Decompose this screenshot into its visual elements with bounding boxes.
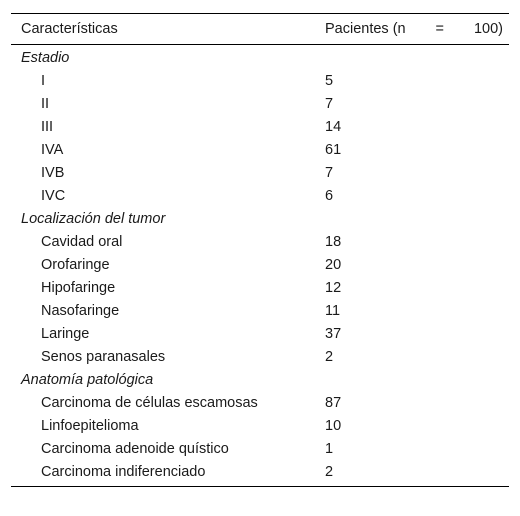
row-value: 20 — [325, 256, 342, 273]
table-row: Cavidad oral 18 — [11, 230, 509, 253]
table-header: Características Pacientes (n = 100) — [11, 14, 509, 44]
row-value: 11 — [325, 302, 341, 319]
section-header-row: Estadio — [11, 46, 509, 69]
row-label: IVA — [41, 141, 64, 158]
row-value: 12 — [325, 279, 342, 296]
row-label: IVB — [41, 164, 65, 181]
table-row: II 7 — [11, 92, 509, 115]
row-label: Carcinoma de células escamosas — [41, 394, 258, 411]
row-value: 5 — [325, 72, 334, 89]
row-label: Cavidad oral — [41, 233, 123, 250]
row-label: Nasofaringe — [41, 302, 120, 319]
row-label: I — [41, 72, 46, 89]
section-header-row: Anatomía patológica — [11, 368, 509, 391]
row-label: Hipofaringe — [41, 279, 116, 296]
row-label: III — [41, 118, 54, 135]
table-row: Hipofaringe 12 — [11, 276, 509, 299]
table-row: Carcinoma indiferenciado 2 — [11, 460, 509, 483]
row-value: 2 — [325, 463, 334, 480]
table-row: IVA 61 — [11, 138, 509, 161]
row-label: Carcinoma indiferenciado — [41, 463, 206, 480]
section-title: Estadio — [21, 49, 70, 66]
header-characteristics: Características — [21, 21, 118, 37]
header-patients-count: 100) — [473, 21, 503, 37]
table-row: III 14 — [11, 115, 509, 138]
header-patients: Pacientes (n = 100) — [314, 21, 509, 37]
header-patients-eq: = — [435, 21, 445, 37]
row-label: Orofaringe — [41, 256, 110, 273]
header-rule — [11, 44, 509, 45]
row-value: 1 — [325, 440, 334, 457]
patient-characteristics-table: Características Pacientes (n = 100) Esta… — [11, 13, 509, 487]
row-label: Senos paranasales — [41, 348, 166, 365]
table-row: Senos paranasales 2 — [11, 345, 509, 368]
table-row: Laringe 37 — [11, 322, 509, 345]
row-value: 87 — [325, 394, 342, 411]
section-title: Localización del tumor — [21, 210, 166, 227]
bottom-rule — [11, 486, 509, 487]
row-value: 6 — [325, 187, 334, 204]
row-value: 10 — [325, 417, 342, 434]
table-row: Nasofaringe 11 — [11, 299, 509, 322]
row-value: 7 — [325, 164, 334, 181]
header-patients-prefix: Pacientes (n — [325, 21, 406, 37]
row-value: 14 — [325, 118, 342, 135]
row-label: IVC — [41, 187, 66, 204]
row-value: 61 — [325, 141, 342, 158]
table-row: Carcinoma de células escamosas 87 — [11, 391, 509, 414]
row-value: 18 — [325, 233, 342, 250]
section-header-row: Localización del tumor — [11, 207, 509, 230]
section-title: Anatomía patológica — [21, 371, 154, 388]
table-row: Linfoepitelioma 10 — [11, 414, 509, 437]
table-row: IVC 6 — [11, 184, 509, 207]
row-label: Carcinoma adenoide quístico — [41, 440, 229, 457]
table-body: Estadio I 5 II 7 III 14 IVA 61 IVB 7 IVC 6 Localizaci… — [11, 45, 509, 483]
table-row: IVB 7 — [11, 161, 509, 184]
table-row: Carcinoma adenoide quístico 1 — [11, 437, 509, 460]
top-rule — [11, 13, 509, 14]
row-label: Laringe — [41, 325, 90, 342]
row-value: 7 — [325, 95, 334, 112]
row-label: Linfoepitelioma — [41, 417, 139, 434]
table-row: Orofaringe 20 — [11, 253, 509, 276]
row-value: 37 — [325, 325, 342, 342]
row-value: 2 — [325, 348, 334, 365]
row-label: II — [41, 95, 50, 112]
